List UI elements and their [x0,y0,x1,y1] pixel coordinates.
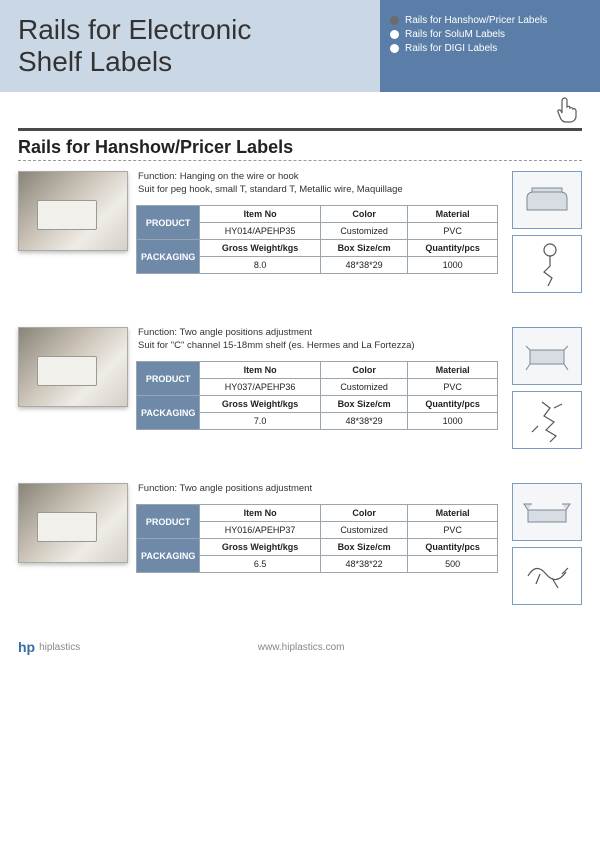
col-material: Material [408,362,498,379]
desc-line: Suit for peg hook, small T, standard T, … [138,184,498,197]
header: Rails for Electronic Shelf Labels Rails … [0,0,600,92]
bullet-icon [390,44,399,53]
row-label-packaging: PACKAGING [137,539,200,573]
row-label-product: PRODUCT [137,505,200,539]
col-material: Material [408,505,498,522]
product-body: Function: Hanging on the wire or hook Su… [136,171,498,274]
title-line-2: Shelf Labels [18,46,362,78]
divider [18,128,582,131]
nav-item-hanshow[interactable]: Rails for Hanshow/Pricer Labels [390,15,590,26]
product-description: Function: Hanging on the wire or hook Su… [138,171,498,197]
col-color: Color [320,505,408,522]
thumb-render[interactable] [512,483,582,541]
col-qty: Quantity/pcs [408,240,498,257]
footer: hp hiplastics www.hiplastics.com [18,639,582,655]
cell-color: Customized [320,379,408,396]
thumb-line-drawing[interactable] [512,391,582,449]
product-list: Function: Hanging on the wire or hook Su… [18,171,582,611]
cell-box: 48*38*29 [320,257,408,274]
thumb-line-drawing[interactable] [512,547,582,605]
product-table: PRODUCT Item No Color Material HY037/APE… [136,361,498,430]
thumb-line-drawing[interactable] [512,235,582,293]
product-photo [18,171,128,251]
product-table: PRODUCT Item No Color Material HY014/APE… [136,205,498,274]
col-weight: Gross Weight/kgs [200,240,320,257]
product-table: PRODUCT Item No Color Material HY016/APE… [136,504,498,573]
desc-line: Function: Two angle positions adjustment [138,327,498,340]
nav-label: Rails for DIGI Labels [405,43,497,54]
product-body: Function: Two angle positions adjustment… [136,327,498,430]
cell-qty: 1000 [408,257,498,274]
row-label-product: PRODUCT [137,362,200,396]
dashed-underline [18,160,582,161]
pointer-row [0,92,600,128]
bullet-icon [390,16,399,25]
product-description: Function: Two angle positions adjustment [138,483,498,496]
col-box: Box Size/cm [320,396,408,413]
desc-line: Function: Hanging on the wire or hook [138,171,498,184]
col-item-no: Item No [200,362,320,379]
col-color: Color [320,362,408,379]
thumb-render[interactable] [512,327,582,385]
cell-qty: 1000 [408,413,498,430]
desc-line: Function: Two angle positions adjustment [138,483,498,496]
footer-logo: hp hiplastics [18,639,80,655]
product-thumbs [512,327,582,455]
product-row: Function: Hanging on the wire or hook Su… [18,171,582,299]
header-nav: Rails for Hanshow/Pricer Labels Rails fo… [380,0,600,92]
pointer-hand-icon [556,96,582,124]
cell-box: 48*38*29 [320,413,408,430]
nav-item-digi[interactable]: Rails for DIGI Labels [390,43,590,54]
desc-line: Suit for "C" channel 15-18mm shelf (es. … [138,340,498,353]
col-weight: Gross Weight/kgs [200,539,320,556]
cell-weight: 7.0 [200,413,320,430]
cell-item-no: HY037/APEHP36 [200,379,320,396]
product-description: Function: Two angle positions adjustment… [138,327,498,353]
thumb-render[interactable] [512,171,582,229]
logo-text: hiplastics [39,642,80,653]
row-label-packaging: PACKAGING [137,396,200,430]
product-body: Function: Two angle positions adjustment… [136,483,498,573]
nav-label: Rails for SoluM Labels [405,29,505,40]
product-thumbs [512,171,582,299]
product-photo [18,327,128,407]
col-item-no: Item No [200,206,320,223]
cell-qty: 500 [408,556,498,573]
section-title: Rails for Hanshow/Pricer Labels [18,137,582,158]
row-label-packaging: PACKAGING [137,240,200,274]
product-thumbs [512,483,582,611]
title-line-1: Rails for Electronic [18,14,362,46]
product-row: Function: Two angle positions adjustment… [18,483,582,611]
cell-item-no: HY016/APEHP37 [200,522,320,539]
cell-color: Customized [320,223,408,240]
row-label-product: PRODUCT [137,206,200,240]
bullet-icon [390,30,399,39]
col-item-no: Item No [200,505,320,522]
product-photo [18,483,128,563]
cell-weight: 8.0 [200,257,320,274]
product-row: Function: Two angle positions adjustment… [18,327,582,455]
col-color: Color [320,206,408,223]
cell-material: PVC [408,522,498,539]
col-qty: Quantity/pcs [408,539,498,556]
col-qty: Quantity/pcs [408,396,498,413]
header-title-block: Rails for Electronic Shelf Labels [0,0,380,92]
footer-url: www.hiplastics.com [258,642,345,653]
col-weight: Gross Weight/kgs [200,396,320,413]
nav-item-solum[interactable]: Rails for SoluM Labels [390,29,590,40]
cell-color: Customized [320,522,408,539]
col-box: Box Size/cm [320,539,408,556]
col-material: Material [408,206,498,223]
nav-label: Rails for Hanshow/Pricer Labels [405,15,547,26]
page: Rails for Electronic Shelf Labels Rails … [0,0,600,665]
col-box: Box Size/cm [320,240,408,257]
cell-weight: 6.5 [200,556,320,573]
cell-item-no: HY014/APEHP35 [200,223,320,240]
cell-material: PVC [408,379,498,396]
logo-mark: hp [18,639,35,655]
cell-material: PVC [408,223,498,240]
cell-box: 48*38*22 [320,556,408,573]
